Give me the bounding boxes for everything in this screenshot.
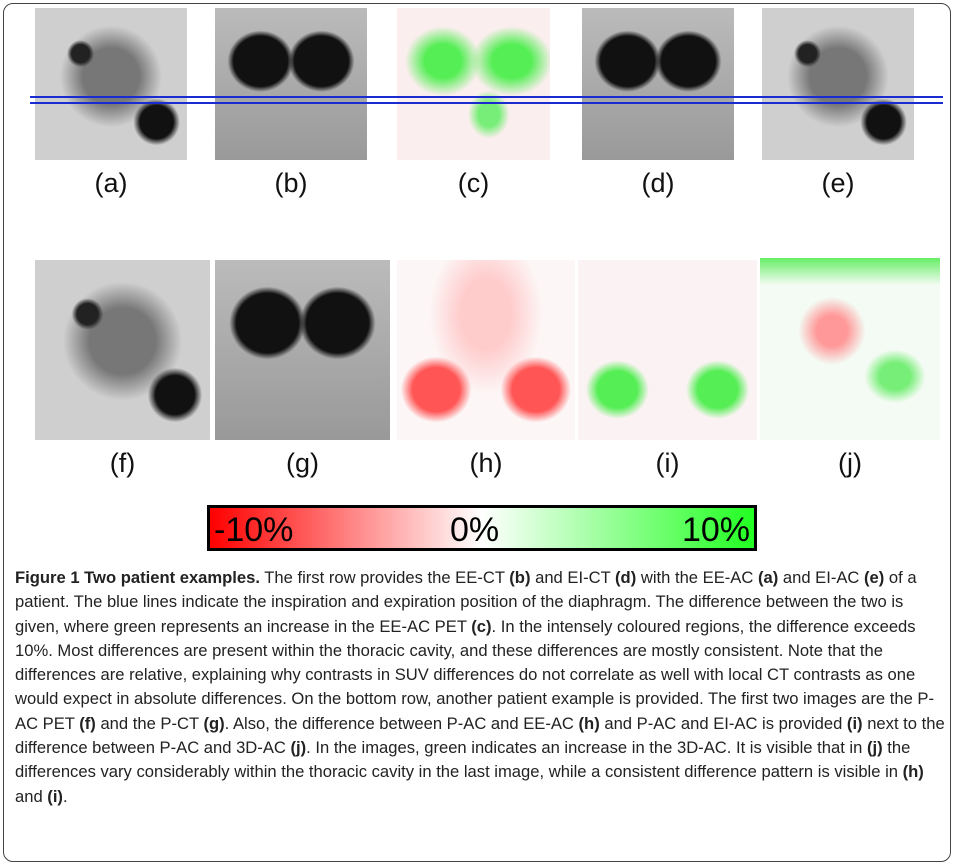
panel-label: (h) (426, 448, 546, 479)
caption-text: (e) (864, 568, 884, 587)
panel-label: (d) (598, 168, 718, 199)
panel-image (762, 8, 914, 160)
caption-text: and EI-AC (778, 568, 864, 587)
caption-text: (c) (471, 617, 491, 636)
panel-label: (b) (231, 168, 351, 199)
caption-text: and EI-CT (530, 568, 615, 587)
caption-text: (j) (867, 738, 883, 757)
caption-text: (h) (579, 714, 600, 733)
caption-text: and (15, 787, 47, 806)
caption-text: (i) (47, 787, 63, 806)
panel-image (397, 260, 575, 440)
caption-text: (i) (847, 714, 863, 733)
panel-image (578, 260, 757, 440)
caption: Figure 1 Two patient examples. The first… (15, 566, 945, 809)
caption-text: (f) (79, 714, 96, 733)
caption-text: and the P-CT (96, 714, 204, 733)
panel-image (397, 8, 550, 160)
caption-text: Figure 1 Two patient examples. (15, 568, 260, 587)
caption-text: . Also, the difference between P-AC and … (225, 714, 579, 733)
colorbar-label: -10% (214, 511, 293, 550)
panel-image (35, 260, 210, 440)
caption-text: The first row provides the EE-CT (260, 568, 509, 587)
blue-line (30, 96, 943, 98)
caption-text: (d) (615, 568, 636, 587)
panel-label: (e) (778, 168, 898, 199)
caption-text: with the EE-AC (636, 568, 758, 587)
colorbar-label: 0% (450, 511, 499, 550)
caption-text: (j) (290, 738, 306, 757)
panel-label: (g) (243, 448, 363, 479)
panel-image (215, 8, 367, 160)
panel-label: (c) (414, 168, 534, 199)
panel-image (215, 260, 390, 440)
colorbar-label: 10% (682, 511, 750, 550)
panel-label: (f) (63, 448, 183, 479)
panel-image (582, 8, 734, 160)
caption-text: . In the images, green indicates an incr… (306, 738, 867, 757)
panel-image (760, 258, 940, 440)
caption-text: and P-AC and EI-AC is provided (600, 714, 847, 733)
panel-label: (a) (51, 168, 171, 199)
colorbar: -10% 0% 10% (207, 505, 757, 551)
blue-line (30, 102, 943, 104)
caption-text: (g) (203, 714, 224, 733)
panel-image (35, 8, 187, 160)
panel-label: (i) (608, 448, 728, 479)
panel-label: (j) (790, 448, 910, 479)
caption-text: (b) (509, 568, 530, 587)
caption-text: (h) (903, 762, 924, 781)
caption-text: (a) (758, 568, 778, 587)
caption-text: . (63, 787, 68, 806)
